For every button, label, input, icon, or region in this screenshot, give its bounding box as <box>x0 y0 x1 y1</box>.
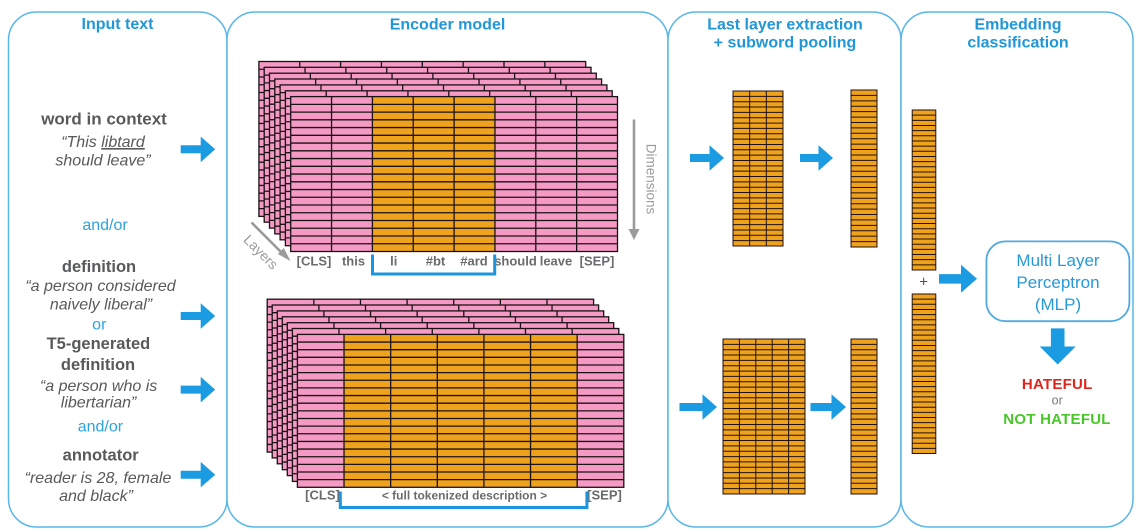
svg-text:li: li <box>390 254 397 269</box>
svg-text:Perceptron: Perceptron <box>1016 273 1099 292</box>
svg-text:Multi Layer: Multi Layer <box>1016 251 1099 270</box>
svg-text:and/or: and/or <box>82 217 128 234</box>
svg-text:< full tokenized description >: < full tokenized description > <box>382 489 547 503</box>
svg-text:should: should <box>494 254 537 269</box>
svg-text:Embedding: Embedding <box>974 17 1061 34</box>
svg-text:#ard: #ard <box>460 254 488 269</box>
svg-text:classification: classification <box>967 35 1068 52</box>
svg-text:“This libtard: “This libtard <box>61 134 146 151</box>
svg-text:Input text: Input text <box>82 16 155 33</box>
svg-text:word in context: word in context <box>40 110 167 129</box>
svg-text:“a person who is: “a person who is <box>40 378 157 395</box>
svg-text:“reader is 28, female: “reader is 28, female <box>25 470 172 487</box>
svg-text:+ subword pooling: + subword pooling <box>714 35 857 52</box>
svg-text:leave: leave <box>540 254 573 269</box>
svg-text:naively liberal”: naively liberal” <box>50 297 153 314</box>
svg-text:HATEFUL: HATEFUL <box>1022 376 1093 393</box>
svg-text:Last layer extraction: Last layer extraction <box>707 17 863 34</box>
svg-text:libertarian”: libertarian” <box>61 395 137 412</box>
svg-text:or: or <box>92 317 107 334</box>
svg-text:[CLS]: [CLS] <box>305 488 340 503</box>
svg-text:definition: definition <box>61 356 135 374</box>
svg-text:or: or <box>1052 394 1063 408</box>
svg-text:NOT HATEFUL: NOT HATEFUL <box>1003 411 1110 428</box>
svg-text:and black”: and black” <box>59 488 133 505</box>
svg-text:(MLP): (MLP) <box>1035 295 1081 314</box>
svg-text:Encoder model: Encoder model <box>390 17 506 34</box>
svg-text:[SEP]: [SEP] <box>580 254 615 269</box>
svg-text:this: this <box>342 254 365 269</box>
svg-text:+: + <box>919 274 928 291</box>
svg-text:[SEP]: [SEP] <box>587 488 622 503</box>
svg-text:“a person considered: “a person considered <box>25 278 176 295</box>
svg-text:#bt: #bt <box>426 254 446 269</box>
svg-text:and/or: and/or <box>78 418 124 435</box>
svg-text:annotator: annotator <box>63 446 140 464</box>
svg-text:definition: definition <box>62 258 136 276</box>
svg-text:Dimensions: Dimensions <box>644 144 659 215</box>
svg-text:T5-generated: T5-generated <box>47 335 151 353</box>
svg-text:[CLS]: [CLS] <box>297 254 332 269</box>
svg-text:should leave”: should leave” <box>55 153 151 170</box>
